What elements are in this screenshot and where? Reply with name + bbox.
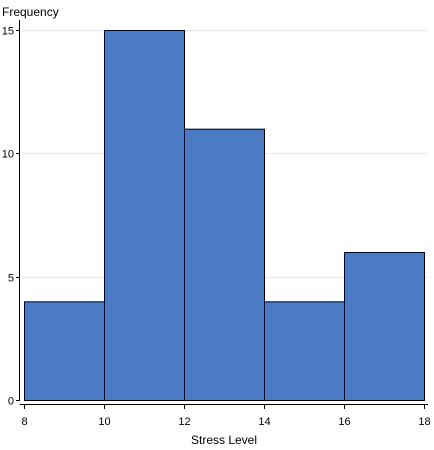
x-tick-label-10: 10 <box>98 416 110 428</box>
x-axis-ticks: 8 10 12 14 16 18 <box>21 404 431 428</box>
x-axis-title: Stress Level <box>191 433 257 447</box>
histogram-bar-3 <box>184 128 265 402</box>
x-tick-label-16: 16 <box>338 416 350 428</box>
histogram-bar-4 <box>264 301 345 402</box>
y-axis-ticks: 0 5 10 15 <box>2 26 20 408</box>
y-tick-label-0: 0 <box>8 396 14 408</box>
x-tick-label-14: 14 <box>258 416 270 428</box>
histogram-bar-1 <box>24 301 105 402</box>
x-tick-label-8: 8 <box>21 416 27 428</box>
x-tick-label-18: 18 <box>418 416 430 428</box>
y-tick-label-5: 5 <box>8 273 14 285</box>
y-axis-title: Frequency <box>2 5 59 19</box>
y-tick-label-10: 10 <box>2 149 14 161</box>
histogram-bar-2 <box>104 30 185 401</box>
y-tick-label-15: 15 <box>2 26 14 38</box>
histogram-bar-5 <box>344 252 425 401</box>
bars <box>24 30 425 402</box>
axes <box>19 20 428 405</box>
x-tick-label-12: 12 <box>178 416 190 428</box>
